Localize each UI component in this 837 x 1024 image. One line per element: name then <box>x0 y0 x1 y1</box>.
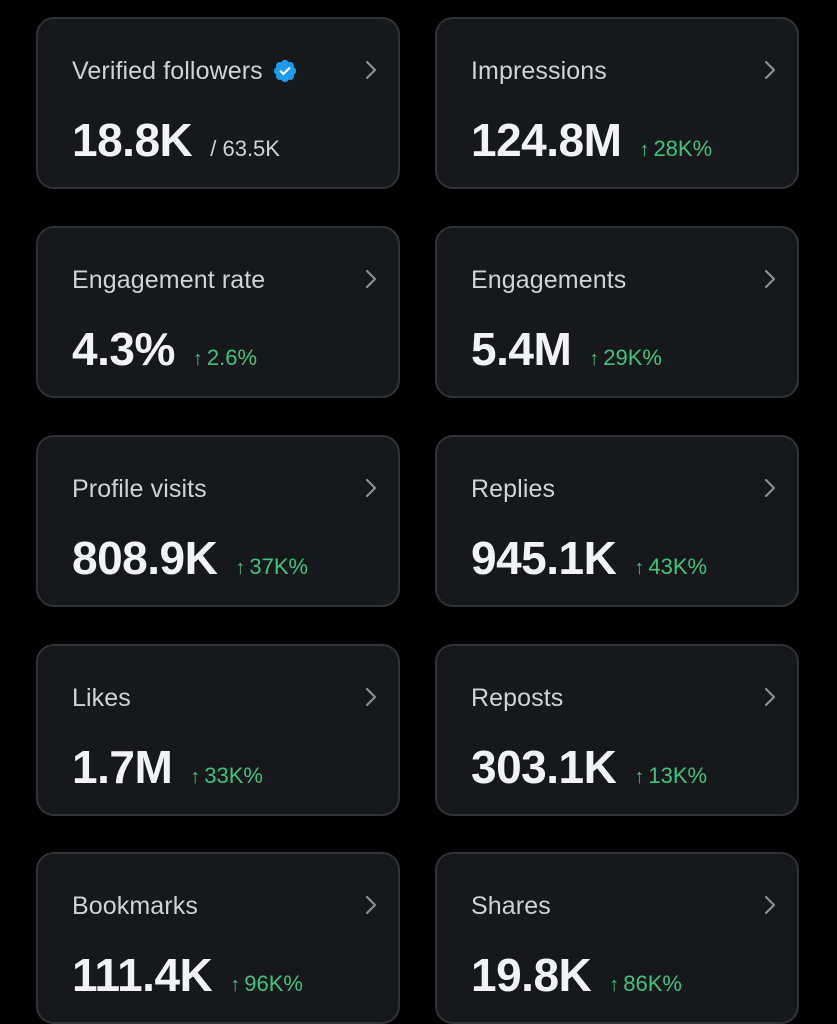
card-delta-value: 29K% <box>603 345 662 370</box>
arrow-up-icon: ↑ <box>609 974 620 996</box>
card-delta-value: 96K% <box>244 971 303 996</box>
card-delta: ↑ 13K% <box>634 763 707 789</box>
card-delta-value: 37K% <box>249 554 309 579</box>
card-reposts[interactable]: Reposts 303.1K ↑ 13K% <box>435 644 799 816</box>
card-delta-value: 28K% <box>653 136 713 161</box>
card-value-row: 303.1K ↑ 13K% <box>471 740 707 794</box>
card-label: Verified followers <box>72 56 263 85</box>
card-delta: ↑ 43K% <box>634 554 707 580</box>
card-label-row: Engagements <box>471 264 626 296</box>
card-label: Engagement rate <box>72 265 266 294</box>
chevron-right-icon <box>365 269 377 289</box>
arrow-up-icon: ↑ <box>230 974 241 996</box>
card-bookmarks[interactable]: Bookmarks 111.4K ↑ 96K% <box>36 852 400 1024</box>
card-impressions[interactable]: Impressions 124.8M ↑ 28K% <box>435 17 799 189</box>
chevron-right-icon <box>365 60 377 80</box>
card-value-row: 18.8K / 63.5K <box>72 113 280 167</box>
card-label-row: Verified followers <box>72 55 298 87</box>
card-label: Profile visits <box>72 474 207 503</box>
card-value: 18.8K <box>72 114 193 166</box>
card-label: Reposts <box>471 683 564 712</box>
arrow-up-icon: ↑ <box>639 139 650 161</box>
card-delta: ↑ 28K% <box>639 136 712 162</box>
chevron-right-icon <box>764 60 776 80</box>
card-delta-value: 43K% <box>648 554 708 579</box>
chevron-right-icon <box>764 895 776 915</box>
card-value: 19.8K <box>471 949 592 1001</box>
card-profile-visits[interactable]: Profile visits 808.9K ↑ 37K% <box>36 435 400 607</box>
card-value-row: 1.7M ↑ 33K% <box>72 740 263 794</box>
card-label-row: Reposts <box>471 682 563 714</box>
card-label-row: Impressions <box>471 55 607 87</box>
card-sub-value: / 63.5K <box>210 136 280 161</box>
card-label-row: Shares <box>471 890 551 922</box>
card-value: 945.1K <box>471 532 617 584</box>
card-label-row: Bookmarks <box>72 890 198 922</box>
card-label-row: Profile visits <box>72 473 207 505</box>
card-label-row: Replies <box>471 473 555 505</box>
card-verified-followers[interactable]: Verified followers 18.8K / 63.5K <box>36 17 400 189</box>
card-shares[interactable]: Shares 19.8K ↑ 86K% <box>435 852 799 1024</box>
card-delta: ↑ 96K% <box>230 971 303 997</box>
card-label-row: Engagement rate <box>72 264 265 296</box>
card-value-row: 124.8M ↑ 28K% <box>471 113 712 167</box>
arrow-up-icon: ↑ <box>589 348 600 370</box>
verified-badge-icon <box>273 59 296 83</box>
card-delta: ↑ 86K% <box>609 971 682 997</box>
card-label: Impressions <box>471 56 607 85</box>
card-label: Replies <box>471 474 556 503</box>
chevron-right-icon <box>764 687 776 707</box>
card-engagements[interactable]: Engagements 5.4M ↑ 29K% <box>435 226 799 398</box>
card-delta-value: 2.6% <box>206 345 258 370</box>
card-value: 124.8M <box>471 114 622 166</box>
arrow-up-icon: ↑ <box>634 557 645 579</box>
card-label-row: Likes <box>72 682 131 714</box>
chevron-right-icon <box>764 478 776 498</box>
card-delta: ↑ 29K% <box>589 345 662 371</box>
card-label: Bookmarks <box>72 891 198 920</box>
card-delta-value: 86K% <box>623 971 682 996</box>
card-value: 808.9K <box>72 532 218 584</box>
card-engagement-rate[interactable]: Engagement rate 4.3% ↑ 2.6% <box>36 226 400 398</box>
card-value-row: 19.8K ↑ 86K% <box>471 948 682 1002</box>
card-value-row: 5.4M ↑ 29K% <box>471 322 662 376</box>
chevron-right-icon <box>764 269 776 289</box>
card-value: 111.4K <box>72 949 213 1001</box>
card-delta: ↑ 33K% <box>190 763 263 789</box>
card-label: Likes <box>72 683 131 712</box>
card-label: Engagements <box>471 265 627 294</box>
card-replies[interactable]: Replies 945.1K ↑ 43K% <box>435 435 799 607</box>
card-value: 303.1K <box>471 741 617 793</box>
arrow-up-icon: ↑ <box>235 557 246 579</box>
card-label: Shares <box>471 891 551 920</box>
arrow-up-icon: ↑ <box>190 766 201 788</box>
card-delta: ↑ 2.6% <box>193 345 257 371</box>
arrow-up-icon: ↑ <box>192 348 203 370</box>
arrow-up-icon: ↑ <box>634 766 645 788</box>
card-likes[interactable]: Likes 1.7M ↑ 33K% <box>36 644 400 816</box>
chevron-right-icon <box>365 895 377 915</box>
card-value-row: 4.3% ↑ 2.6% <box>72 322 257 376</box>
card-delta-value: 13K% <box>648 763 708 788</box>
card-value-row: 808.9K ↑ 37K% <box>72 531 308 585</box>
card-value: 4.3% <box>72 323 175 375</box>
card-delta: ↑ 37K% <box>235 554 308 580</box>
card-value-row: 945.1K ↑ 43K% <box>471 531 707 585</box>
chevron-right-icon <box>365 687 377 707</box>
card-value: 1.7M <box>72 741 173 793</box>
card-value-row: 111.4K ↑ 96K% <box>72 948 303 1002</box>
chevron-right-icon <box>365 478 377 498</box>
card-delta-value: 33K% <box>204 763 263 788</box>
card-value: 5.4M <box>471 323 572 375</box>
